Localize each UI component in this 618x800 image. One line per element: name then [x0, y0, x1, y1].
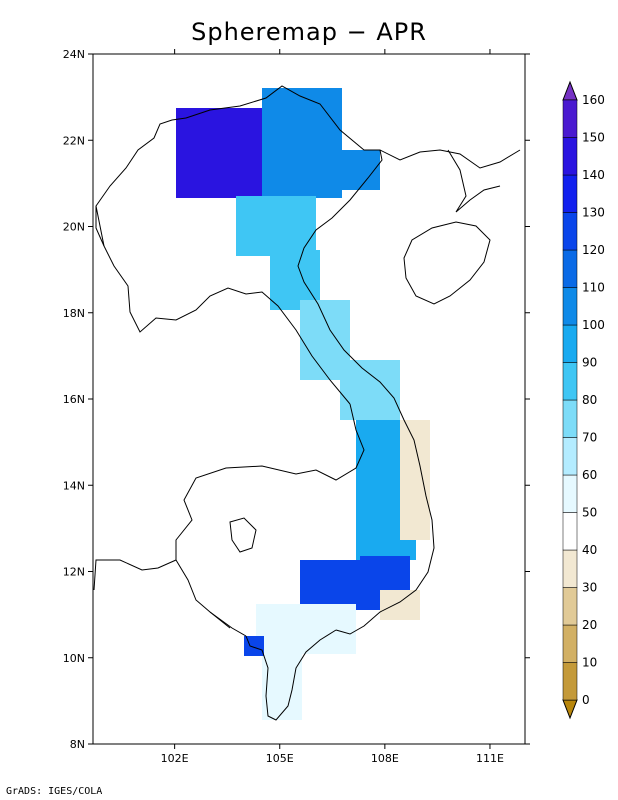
colorbar-swatch — [562, 662, 578, 701]
tonle-sap-lake — [229, 517, 257, 553]
colorbar-swatch — [562, 137, 578, 176]
colorbar-swatch — [562, 399, 578, 438]
lon-tick-label: 105E — [266, 752, 294, 765]
colorbar-swatch — [562, 174, 578, 213]
precip-cell-southeast — [360, 556, 410, 592]
lat-tick-label: 16N — [63, 393, 85, 406]
precip-cell-NW-highlands — [200, 110, 270, 150]
colorbar-label: 90 — [582, 356, 597, 370]
thailand-border — [93, 205, 231, 629]
lat-tick-label: 24N — [63, 48, 85, 61]
colorbar-swatch — [562, 624, 578, 663]
precip-cell-south-central-coast — [380, 590, 420, 620]
cambodia-border — [175, 403, 365, 637]
colorbar-label: 20 — [582, 618, 597, 632]
lat-tick-label: 22N — [63, 134, 85, 147]
precip-cell-N-delta — [300, 150, 380, 190]
laos-border — [95, 117, 351, 405]
colorbar-swatch — [562, 249, 578, 288]
colorbar-label: 110 — [582, 281, 605, 295]
lat-tick-label: 8N — [70, 738, 85, 751]
colorbar-label: 60 — [582, 468, 597, 482]
colorbar-label: 160 — [582, 93, 605, 107]
coastlines-borders — [93, 85, 521, 721]
lon-tick-label: 102E — [161, 752, 189, 765]
colorbar-swatch — [562, 212, 578, 251]
precipitation-field — [176, 88, 430, 720]
lat-tick-label: 14N — [63, 479, 85, 492]
grads-credit: GrADS: IGES/COLA — [6, 786, 103, 797]
colorbar-label: 80 — [582, 393, 597, 407]
colorbar-label: 140 — [582, 168, 605, 182]
colorbar-swatch — [562, 437, 578, 476]
colorbar-label: 30 — [582, 581, 597, 595]
colorbar-label: 0 — [582, 693, 590, 707]
leizhou-peninsula — [447, 149, 501, 213]
colorbar-label: 100 — [582, 318, 605, 332]
colorbar-label: 10 — [582, 656, 597, 670]
colorbar-label: 40 — [582, 543, 597, 557]
precip-cell-central-coast — [340, 360, 400, 420]
lon-tick-label: 111E — [476, 752, 504, 765]
hainan-island — [403, 221, 491, 305]
china-border — [185, 85, 521, 169]
lat-tick-label: 12N — [63, 566, 85, 579]
colorbar-min-arrow — [562, 699, 578, 720]
mekong-delta-coast — [245, 629, 337, 721]
precip-cell-mekong-delta — [256, 604, 356, 654]
colorbar-swatch — [562, 362, 578, 401]
colorbar: 0 10 20 30 40 50 60 70 80 90 100 110 120 130 140 150 160 — [562, 80, 605, 720]
colorbar-swatch — [562, 587, 578, 626]
colorbar-swatch — [562, 474, 578, 513]
colorbar-max-arrow — [562, 80, 578, 101]
colorbar-label: 130 — [582, 206, 605, 220]
precip-cell-southeast — [244, 636, 264, 656]
colorbar-swatch — [562, 287, 578, 326]
colorbar-label: 70 — [582, 431, 597, 445]
colorbar-label: 50 — [582, 506, 597, 520]
precip-cell-mekong-delta — [262, 650, 302, 720]
vietnam-coastline — [297, 149, 435, 635]
lon-tick-label: 108E — [371, 752, 399, 765]
lat-tick-label: 10N — [63, 652, 85, 665]
colorbar-swatch — [562, 512, 578, 551]
map-title: Spheremap − APR — [191, 18, 427, 46]
lat-tick-label: 18N — [63, 307, 85, 320]
precip-cell-south-central-coast — [400, 420, 430, 540]
axes: 24N 22N 20N 18N 16N 14N 12N 10N 8N 102E 105E 108E 11… — [63, 48, 530, 765]
colorbar-swatch — [562, 549, 578, 588]
colorbar-swatch — [562, 324, 578, 363]
colorbar-swatch — [562, 99, 578, 138]
colorbar-label: 150 — [582, 131, 605, 145]
lat-tick-label: 20N — [63, 221, 85, 234]
colorbar-label: 120 — [582, 243, 605, 257]
precip-cell-N-central — [236, 196, 316, 256]
